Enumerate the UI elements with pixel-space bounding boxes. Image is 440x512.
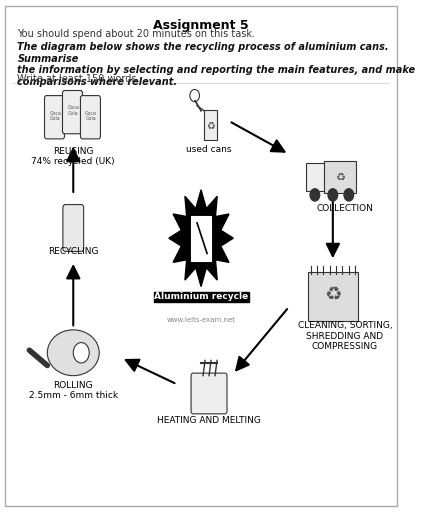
FancyBboxPatch shape [204, 110, 217, 140]
FancyBboxPatch shape [62, 91, 82, 134]
Text: CLEANING, SORTING,
SHREDDING AND
COMPRESSING: CLEANING, SORTING, SHREDDING AND COMPRES… [297, 321, 392, 351]
Text: ♻: ♻ [324, 285, 341, 304]
FancyBboxPatch shape [308, 272, 358, 321]
Text: You should spend about 20 minutes on this task.: You should spend about 20 minutes on thi… [17, 29, 255, 39]
Text: COLLECTION: COLLECTION [316, 204, 373, 212]
Text: ♻: ♻ [206, 120, 215, 130]
Circle shape [328, 189, 337, 201]
Ellipse shape [48, 330, 99, 376]
Ellipse shape [73, 343, 89, 363]
FancyBboxPatch shape [81, 96, 100, 139]
Text: ROLLING
2.5mm - 6mm thick: ROLLING 2.5mm - 6mm thick [29, 381, 118, 400]
Text: Coca
Cola: Coca Cola [49, 111, 61, 121]
FancyBboxPatch shape [306, 163, 326, 191]
Text: Coca
Cola: Coca Cola [85, 111, 97, 121]
Text: HEATING AND MELTING: HEATING AND MELTING [157, 416, 261, 425]
Text: The diagram below shows the recycling process of aluminium cans. Summarise
the i: The diagram below shows the recycling pr… [17, 42, 415, 87]
FancyBboxPatch shape [191, 216, 211, 261]
Text: Write at least 150 words.: Write at least 150 words. [17, 74, 140, 83]
Text: Aluminium recycle: Aluminium recycle [154, 292, 248, 301]
Polygon shape [169, 190, 233, 287]
Circle shape [310, 189, 319, 201]
FancyBboxPatch shape [44, 96, 65, 139]
Text: Coca
Cola: Coca Cola [67, 105, 79, 116]
Circle shape [344, 189, 354, 201]
FancyBboxPatch shape [63, 205, 84, 251]
Text: ♻: ♻ [335, 172, 345, 182]
FancyBboxPatch shape [191, 373, 227, 414]
Text: RECYCLING: RECYCLING [48, 247, 99, 256]
Text: www.ielts-exam.net: www.ielts-exam.net [167, 316, 235, 323]
FancyBboxPatch shape [5, 7, 397, 505]
Text: REUSING
74% recycled (UK): REUSING 74% recycled (UK) [31, 146, 115, 166]
FancyBboxPatch shape [324, 161, 356, 194]
Text: used cans: used cans [186, 145, 232, 154]
Text: Assignment 5: Assignment 5 [153, 19, 249, 32]
